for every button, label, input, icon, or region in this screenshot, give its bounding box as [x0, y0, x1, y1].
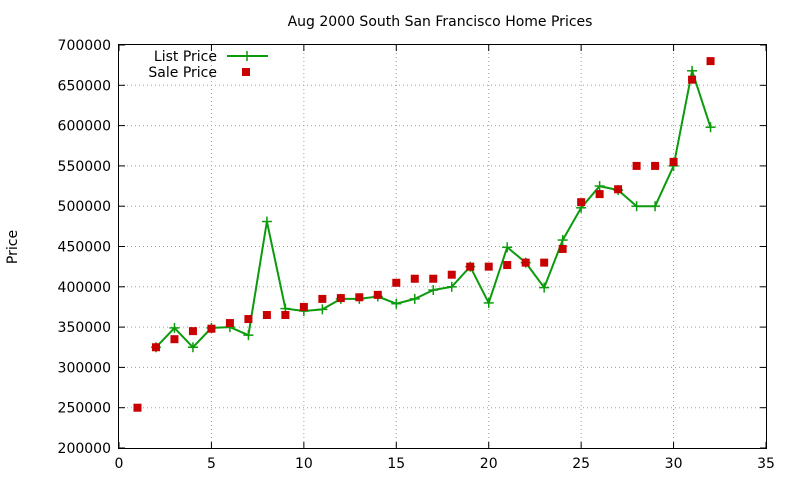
x-tick-label: 35 [757, 456, 775, 472]
sale-price-point [706, 57, 715, 66]
y-axis-label: Price [5, 230, 21, 264]
y-tick-label: 600000 [58, 119, 111, 135]
list-price-point [557, 235, 568, 246]
list-price-point [243, 330, 254, 341]
sale-price-point [651, 161, 660, 170]
y-tick-label: 550000 [58, 159, 111, 175]
sale-price-point [688, 75, 697, 84]
list-price-point [502, 242, 513, 253]
x-tick-label: 15 [387, 456, 405, 472]
sale-price-point [151, 343, 160, 352]
list-price-point [483, 297, 494, 308]
sale-price-point [207, 324, 216, 333]
sale-price-point [392, 278, 401, 287]
sale-price-point [447, 270, 456, 279]
y-tick-label: 650000 [58, 78, 111, 94]
sale-price-point [558, 244, 567, 253]
legend-label-sale-price: Sale Price [148, 65, 217, 81]
sale-price-point [577, 198, 586, 207]
x-tick-label: 5 [207, 456, 216, 472]
legend: List Price Sale Price [148, 49, 268, 81]
chart-title: Aug 2000 South San Francisco Home Prices [288, 14, 593, 30]
sale-price-point [466, 262, 475, 271]
sale-price-point [540, 258, 549, 267]
sale-price-point [318, 294, 327, 303]
x-tick-label: 30 [665, 456, 683, 472]
y-tick-label: 450000 [58, 240, 111, 256]
sale-price-point [410, 274, 419, 283]
legend-marker-list-price [242, 51, 252, 61]
sale-price-point [429, 274, 438, 283]
list-price-point [261, 216, 272, 227]
list-price-point [446, 281, 457, 292]
list-price-point [631, 201, 642, 212]
list-price-point [409, 293, 420, 304]
sale-price-point [281, 311, 290, 320]
sale-price-point [521, 258, 530, 267]
axis-ticks: 0 5 10 15 20 25 30 35 200000 250000 300000 350000 40… [58, 38, 775, 472]
y-tick-label: 350000 [58, 320, 111, 336]
y-tick-label: 700000 [58, 38, 111, 54]
list-price-point [539, 282, 550, 293]
list-price-point [650, 201, 661, 212]
sale-price-point [373, 290, 382, 299]
list-price-point [428, 285, 439, 296]
sale-price-point [503, 261, 512, 270]
list-price-point [687, 65, 698, 76]
x-tick-label: 25 [572, 456, 590, 472]
sale-price-point [595, 190, 604, 199]
y-tick-label: 250000 [58, 401, 111, 417]
sale-price-point [244, 315, 253, 324]
sale-price-point [299, 302, 308, 311]
list-price-point [317, 304, 328, 315]
y-tick-label: 200000 [58, 441, 111, 457]
x-tick-label: 20 [480, 456, 498, 472]
list-price-point [391, 298, 402, 309]
sale-price-point [669, 157, 678, 166]
legend-label-list-price: List Price [154, 49, 217, 65]
sale-price-point [133, 403, 142, 412]
list-price-point [594, 181, 605, 192]
sale-price-point [632, 161, 641, 170]
sale-price-point [170, 335, 179, 344]
sale-price-point [355, 293, 364, 302]
y-tick-label: 300000 [58, 360, 111, 376]
y-tick-label: 400000 [58, 280, 111, 296]
list-price-point [169, 322, 180, 333]
x-tick-label: 10 [295, 456, 313, 472]
plot-frame [118, 44, 767, 449]
sale-price-point [614, 185, 623, 194]
sale-price-point [484, 262, 493, 271]
list-price-point [705, 122, 716, 133]
data-markers [133, 57, 716, 412]
list-price-point [187, 342, 198, 353]
sale-price-point [225, 319, 234, 328]
legend-marker-sale-price [242, 68, 250, 76]
sale-price-point [336, 294, 345, 303]
y-tick-label: 500000 [58, 199, 111, 215]
sale-price-point [188, 327, 197, 336]
sale-price-point [262, 311, 271, 320]
x-tick-label: 0 [115, 456, 124, 472]
